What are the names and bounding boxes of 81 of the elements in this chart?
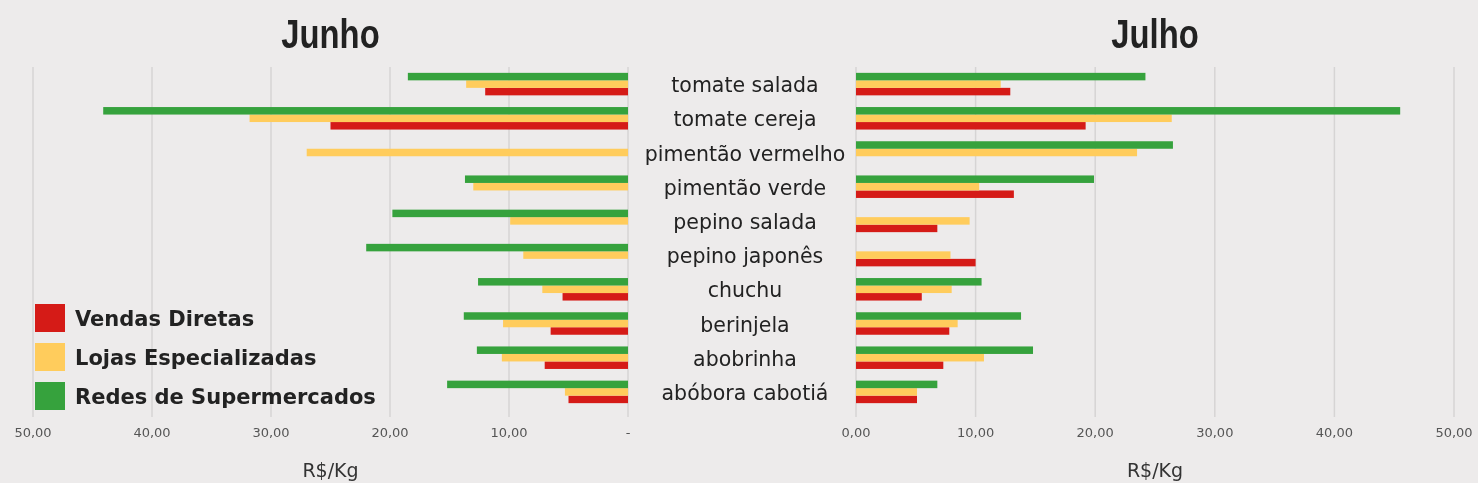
bar <box>523 251 628 259</box>
bar <box>856 312 1022 320</box>
bar <box>463 312 628 320</box>
x-tick-label: 20,00 <box>371 425 409 440</box>
y-tick-label: tomate salada <box>671 73 819 98</box>
bar <box>856 114 1172 123</box>
bar <box>856 80 1001 88</box>
bar <box>550 327 628 335</box>
legend-label: Lojas Especializadas <box>75 346 317 370</box>
bar <box>856 361 944 369</box>
bar <box>544 361 628 369</box>
y-tick-label: pepino japonês <box>666 244 824 269</box>
bar <box>501 353 628 362</box>
bar <box>856 217 970 225</box>
bar <box>510 217 628 225</box>
x-axis-title: R$/Kg <box>1126 459 1184 481</box>
chart-title: Junho <box>281 11 380 57</box>
x-tick-label: 20,00 <box>1076 425 1114 440</box>
y-tick-label: tomate cereja <box>673 107 817 132</box>
bar <box>392 209 628 218</box>
legend-label: Redes de Supermercados <box>75 385 376 409</box>
bar <box>856 251 951 259</box>
bar <box>503 319 628 328</box>
bar <box>466 80 628 88</box>
bar <box>306 148 628 157</box>
bar <box>856 190 1014 198</box>
x-axis-title: R$/Kg <box>302 459 359 481</box>
y-tick-label: abóbora cabotiá <box>661 380 829 405</box>
bar <box>856 122 1086 130</box>
bar <box>856 182 980 191</box>
bar <box>856 141 1173 149</box>
x-tick-label: 50,00 <box>1435 425 1473 440</box>
y-tick-label: berinjela <box>700 312 790 337</box>
chart-title: Julho <box>1111 11 1199 57</box>
bar <box>856 224 938 233</box>
bar <box>856 293 922 301</box>
bar <box>856 175 1094 183</box>
bar <box>407 72 628 81</box>
bar <box>473 182 628 191</box>
bar <box>856 258 976 267</box>
bar <box>542 285 628 294</box>
legend-label: Vendas Diretas <box>75 307 255 331</box>
x-tick-label: 30,00 <box>252 425 290 440</box>
x-tick-label: 40,00 <box>133 425 171 440</box>
bar <box>103 107 628 115</box>
bar <box>568 395 628 404</box>
bar <box>856 380 938 389</box>
x-tick-label: 50,00 <box>14 425 52 440</box>
x-tick-label: - <box>625 425 631 440</box>
y-tick-label: pepino salada <box>673 209 817 234</box>
bar <box>856 107 1401 115</box>
x-tick-label: 10,00 <box>490 425 528 440</box>
bar <box>856 353 984 362</box>
bar <box>249 114 628 123</box>
bar <box>366 243 628 252</box>
x-tick-label: 40,00 <box>1315 425 1354 440</box>
bar <box>330 122 628 130</box>
bar <box>856 346 1034 354</box>
y-tick-label: abobrinha <box>693 346 797 371</box>
bar <box>478 278 628 286</box>
bar <box>856 285 952 294</box>
bar <box>564 388 628 396</box>
bar <box>464 175 628 183</box>
y-tick-label: pimentão verde <box>663 175 827 200</box>
x-tick-label: 10,00 <box>956 425 995 440</box>
bar <box>485 87 628 96</box>
bar <box>856 388 917 396</box>
bar <box>856 278 982 286</box>
bar <box>856 319 958 328</box>
bar <box>447 380 628 389</box>
bar <box>856 87 1011 96</box>
bar <box>562 293 628 301</box>
bar <box>476 346 628 354</box>
bar <box>856 327 950 335</box>
y-tick-label: pimentão vermelho <box>644 141 846 166</box>
bar <box>856 72 1146 81</box>
x-tick-label: 0,00 <box>841 425 871 440</box>
x-tick-label: 30,00 <box>1196 425 1234 440</box>
bar <box>856 395 917 404</box>
bar <box>856 148 1138 157</box>
y-tick-label: chuchu <box>707 278 783 303</box>
